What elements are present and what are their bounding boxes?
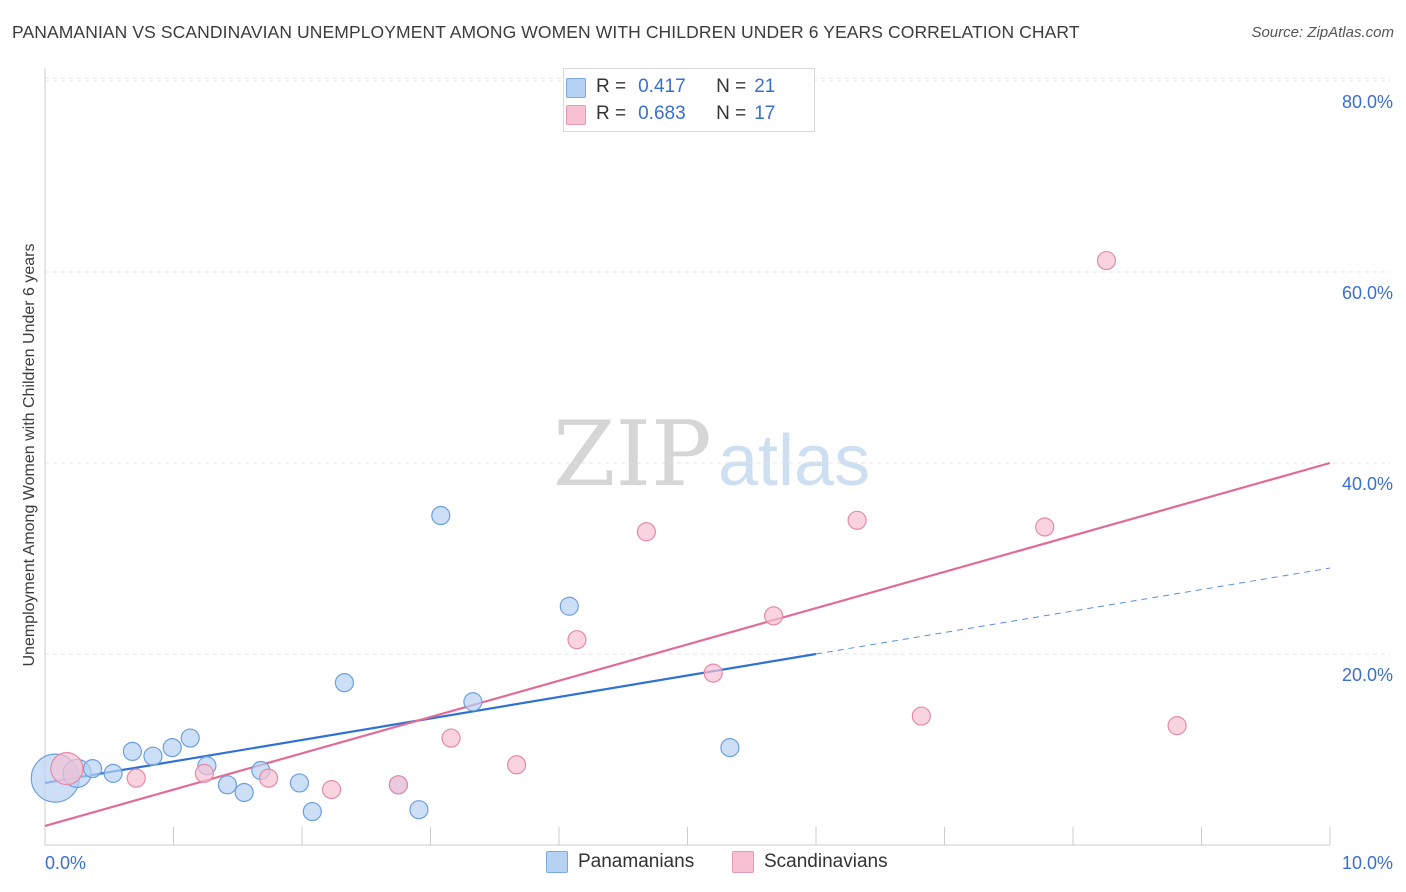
point-panamanians [409, 800, 429, 820]
tick-labels: 20.0% 40.0% 60.0% 80.0% 0.0% 10.0% Unemploymen… [21, 92, 1393, 873]
legend-r-value: 0.417 [638, 76, 686, 97]
legend-swatch-pink [732, 851, 754, 873]
legend-swatch-blue [566, 78, 586, 98]
point-scandinavians [567, 630, 587, 650]
y-tick-label: 80.0% [1342, 92, 1393, 112]
legend-row-scandinavians: R = 0.683 N = 17 [566, 102, 776, 126]
y-tick-label: 40.0% [1342, 474, 1393, 494]
point-scandinavians [636, 522, 656, 542]
point-scandinavians [1035, 517, 1055, 537]
legend-r-label: R = [596, 103, 627, 124]
legend-label: Scandinavians [764, 851, 888, 872]
trend-line-scandinavians [44, 461, 1331, 827]
trend-extension-panamanians [815, 567, 1331, 655]
point-panamanians [559, 596, 579, 616]
point-panamanians [302, 801, 322, 822]
point-panamanians [234, 782, 254, 803]
y-tick-label: 60.0% [1342, 283, 1393, 303]
legend-n-value: 21 [754, 76, 776, 97]
legend-r-label: R = [596, 76, 627, 97]
point-scandinavians [911, 706, 931, 726]
point-panamanians [334, 673, 355, 693]
point-scandinavians [321, 780, 342, 800]
point-scandinavians [194, 763, 214, 783]
legend-swatch-blue [546, 851, 568, 873]
point-scandinavians [441, 728, 461, 748]
trend-lines [44, 461, 1331, 827]
point-scandinavians [1167, 716, 1187, 736]
watermark-atlas: atlas [718, 421, 871, 501]
trend-line-panamanians [44, 652, 817, 785]
bottom-legend-panamanians: Panamanians [546, 851, 694, 873]
source-label: Source: ZipAtlas.com [1251, 24, 1394, 41]
point-scandinavians [126, 768, 146, 788]
point-scandinavians [1096, 250, 1117, 271]
point-panamanians [720, 737, 740, 758]
legend-r-value: 0.683 [638, 103, 686, 124]
legend-label: Panamanians [578, 851, 695, 872]
point-panamanians [162, 737, 182, 758]
legend-n-label: N = [716, 76, 747, 97]
point-scandinavians [506, 755, 527, 775]
point-panamanians [82, 758, 103, 779]
point-panamanians [289, 773, 310, 793]
point-scandinavians [388, 775, 408, 795]
legend-row-panamanians: R = 0.417 N = 21 [566, 75, 776, 99]
point-scandinavians [763, 606, 784, 626]
point-panamanians [217, 775, 238, 795]
chart-title: PANAMANIAN VS SCANDINAVIAN UNEMPLOYMENT … [12, 22, 1080, 42]
legend-n-value: 17 [754, 103, 776, 124]
point-panamanians [122, 741, 142, 762]
legend-swatch-pink [566, 105, 586, 125]
point-panamanians [463, 692, 483, 712]
y-tick-label: 20.0% [1342, 665, 1393, 685]
point-scandinavians [258, 768, 279, 788]
correlation-legend: R = 0.417 N = 21 R = 0.683 N = 17 [563, 68, 815, 132]
point-panamanians [103, 763, 123, 783]
point-panamanians [180, 728, 200, 748]
y-axis-title: Unemployment Among Women with Children U… [21, 243, 38, 666]
data-points [30, 250, 1187, 822]
grid-lines [45, 77, 1390, 655]
point-panamanians [431, 505, 451, 526]
x-tick-label: 10.0% [1342, 853, 1393, 873]
point-scandinavians [847, 510, 867, 530]
bottom-legend-scandinavians: Scandinavians [732, 851, 888, 873]
watermark-zip: ZIP [553, 402, 712, 507]
axes [44, 68, 1331, 846]
x-tick-label: 0.0% [45, 853, 86, 873]
point-panamanians [143, 746, 163, 766]
legend-n-label: N = [716, 103, 747, 124]
point-scandinavians [50, 751, 84, 786]
point-scandinavians [703, 663, 723, 683]
